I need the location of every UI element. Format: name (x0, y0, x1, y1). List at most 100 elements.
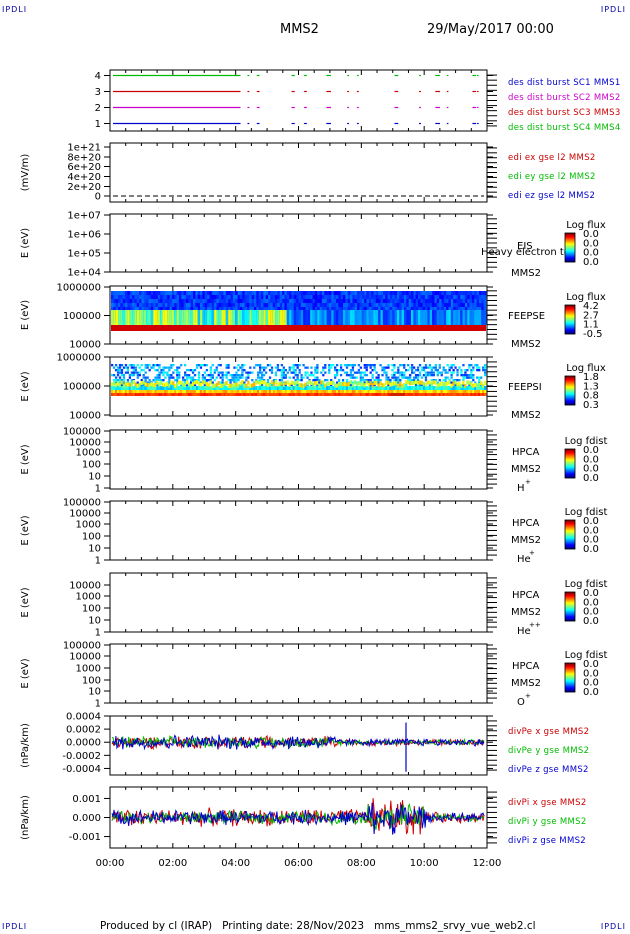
y-tick-label: 10000 (69, 509, 101, 520)
footer-credit: Produced by cl (IRAP) Printing date: 28/… (100, 920, 536, 932)
legend-divpe-y-gse-mms2: divPe y gse MMS2 (508, 746, 589, 756)
legend-divpi-x-gse-mms2: divPi x gse MMS2 (508, 798, 587, 808)
y-tick-label: 1e+04 (67, 268, 101, 279)
y-tick-label: 3 (95, 87, 101, 98)
legend-edi-ey-gse-l2-mms2: edi ey gse l2 MMS2 (508, 172, 596, 182)
ion-label: He (517, 626, 531, 637)
colorbar (564, 591, 576, 622)
y-tick-label: 0.0000 (66, 738, 101, 749)
y-tick-label: 1 (95, 699, 101, 710)
corner-label-bottom-right: IPDLI (600, 922, 626, 931)
y-tick-label: 100000 (63, 427, 101, 438)
y-axis-label: E (eV) (20, 515, 31, 545)
y-tick-label: 100000 (63, 641, 101, 652)
colorbar-title: Log flux (566, 292, 606, 303)
y-tick-label: 1000000 (56, 353, 101, 364)
species-label: Heavy electron to (481, 247, 570, 258)
y-tick-label: 1 (95, 628, 101, 639)
y-tick-label: 1e+05 (67, 249, 101, 260)
colorbar (564, 519, 576, 550)
spacecraft-title: MMS2 (280, 22, 319, 37)
colorbar-tick-label: 2.7 (583, 310, 599, 321)
colorbar (564, 662, 576, 693)
y-tick-label: -0.001 (69, 832, 101, 843)
time-tick-label: 08:00 (347, 858, 376, 869)
legend-des-dist-burst-sc1-mms1: des dist burst SC1 MMS1 (508, 78, 621, 88)
spacecraft-label: MMS2 (511, 607, 541, 618)
y-tick-label: 10000 (69, 581, 101, 592)
y-tick-label: 100 (82, 676, 101, 687)
divpi-traces (111, 798, 485, 835)
colorbar-tick-label: 0.0 (583, 238, 599, 249)
instrument-label: HPCA (512, 447, 540, 458)
y-tick-label: 10000 (69, 340, 101, 351)
spacecraft-label: MMS2 (511, 410, 541, 421)
y-tick-label: 10000 (69, 411, 101, 422)
divpe-traces (111, 722, 485, 772)
colorbar-tick-label: 0.3 (583, 400, 599, 411)
colorbar-tick-label: 1.8 (583, 372, 599, 383)
y-tick-label: 10 (88, 544, 101, 555)
y-tick-label: 10000 (69, 652, 101, 663)
feepse-spectrogram (111, 291, 487, 331)
legend-divpe-z-gse-mms2: divPe z gse MMS2 (508, 765, 589, 775)
colorbar-tick-label: 0.0 (583, 535, 599, 546)
y-tick-label: -0.0004 (62, 764, 101, 775)
corner-label-bottom-left: IPDLI (2, 922, 28, 931)
colorbar-tick-label: -0.5 (583, 329, 603, 340)
colorbar-tick-label: 0.0 (583, 668, 599, 679)
y-axis-label: E (eV) (20, 300, 31, 330)
panel-frame-burst (109, 69, 488, 132)
legend-divpe-x-gse-mms2: divPe x gse MMS2 (508, 727, 589, 737)
y-tick-label: 0.0002 (66, 725, 101, 736)
panel-frame-edi (109, 142, 488, 203)
y-axis-label: E (eV) (20, 371, 31, 401)
legend-divpi-z-gse-mms2: divPi z gse MMS2 (508, 836, 586, 846)
legend-des-dist-burst-sc4-mms4: des dist burst SC4 MMS4 (508, 123, 621, 133)
y-axis-label: E (eV) (20, 587, 31, 617)
colorbar-tick-label: 0.0 (583, 516, 599, 527)
colorbar-tick-label: 0.0 (583, 464, 599, 475)
y-tick-label: 4 (95, 71, 101, 82)
y-tick-label: 0 (95, 192, 101, 203)
corner-label-top-left: IPDLI (2, 5, 28, 14)
spacecraft-label: MMS2 (511, 535, 541, 546)
y-tick-label: 0.001 (72, 794, 101, 805)
y-tick-label: 100 (82, 460, 101, 471)
y-tick-label: 1 (95, 484, 101, 495)
y-tick-label: 1000 (76, 592, 101, 603)
ion-charge-label: + (525, 478, 531, 486)
instrument-label: FEEPSI (508, 382, 542, 393)
ion-label: He (517, 554, 531, 565)
y-tick-label: 100000 (63, 498, 101, 509)
time-tick-label: 00:00 (96, 858, 125, 869)
y-axis-label: (nPa/km) (20, 795, 31, 840)
y-tick-label: 1e+07 (67, 211, 101, 222)
legend-des-dist-burst-sc2-mms2: des dist burst SC2 MMS2 (508, 93, 621, 103)
date-title: 29/May/2017 00:00 (427, 22, 554, 37)
colorbar-tick-label: 1.1 (583, 320, 599, 331)
y-tick-label: 100000 (63, 311, 101, 322)
time-tick-label: 10:00 (410, 858, 439, 869)
colorbar (564, 304, 576, 335)
ion-label: O (517, 697, 525, 708)
instrument-label: FEEPSE (508, 311, 545, 322)
legend-edi-ez-gse-l2-mms2: edi ez gse l2 MMS2 (508, 191, 595, 201)
colorbar-tick-label: 0.0 (583, 597, 599, 608)
colorbar-tick-label: 1.3 (583, 381, 599, 392)
time-tick-label: 06:00 (284, 858, 313, 869)
y-tick-label: 1 (95, 556, 101, 567)
legend-des-dist-burst-sc3-mms3: des dist burst SC3 MMS3 (508, 108, 621, 118)
colorbar-tick-label: 0.0 (583, 659, 599, 670)
y-tick-label: 1000 (76, 664, 101, 675)
panel-frame-hpca_hepp (109, 572, 488, 633)
spacecraft-label: MMS2 (511, 678, 541, 689)
colorbar-tick-label: 0.0 (583, 607, 599, 618)
colorbar-title: Log fdist (565, 507, 608, 518)
y-tick-label: 1000 (76, 448, 101, 459)
y-tick-label: 8e+20 (67, 153, 101, 164)
y-tick-label: 10000 (69, 438, 101, 449)
y-tick-label: 10 (88, 472, 101, 483)
